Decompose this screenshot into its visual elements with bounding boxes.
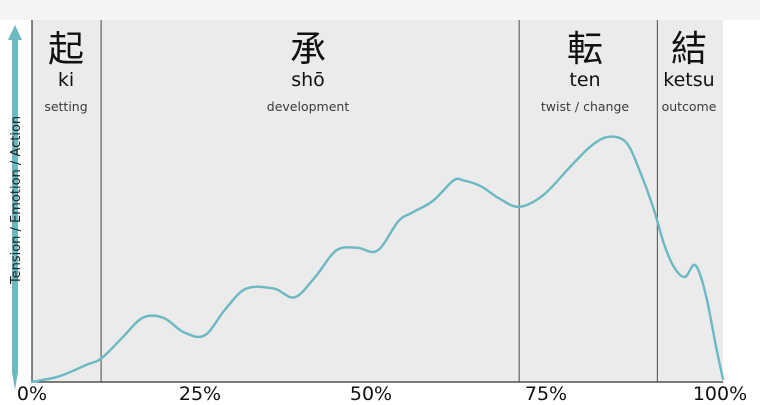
stage-kanji: 結 — [671, 29, 707, 70]
stage-romaji: shō — [291, 69, 325, 91]
stage-ketsu: 結 ketsu outcome — [662, 29, 717, 114]
stage-dividers — [100, 20, 658, 382]
y-axis-label: Tension / Emotion / Action — [9, 116, 24, 285]
tension-curve — [30, 135, 725, 384]
x-tick-100: 100% — [693, 383, 747, 405]
stage-sho: 承 shō development — [267, 29, 350, 114]
stage-kanji: 承 — [290, 29, 326, 70]
plot-area — [32, 20, 723, 382]
stage-english: development — [267, 99, 350, 114]
stage-kanji: 転 — [567, 29, 603, 70]
stage-romaji: ketsu — [663, 69, 714, 91]
stage-english: outcome — [662, 99, 717, 114]
stage-ten: 転 ten twist / change — [541, 29, 629, 114]
x-tick-50: 50% — [350, 383, 392, 405]
stage-ki: 起 ki setting — [44, 29, 87, 114]
stage-romaji: ki — [58, 69, 74, 91]
stage-english: twist / change — [541, 99, 629, 114]
stage-english: setting — [44, 99, 87, 114]
stage-romaji: ten — [569, 69, 600, 91]
stage-kanji: 起 — [48, 29, 84, 70]
x-tick-25: 25% — [179, 383, 221, 405]
x-tick-0: 0% — [17, 383, 47, 405]
x-tick-75: 75% — [525, 383, 567, 405]
up-arrow-icon — [8, 25, 22, 390]
